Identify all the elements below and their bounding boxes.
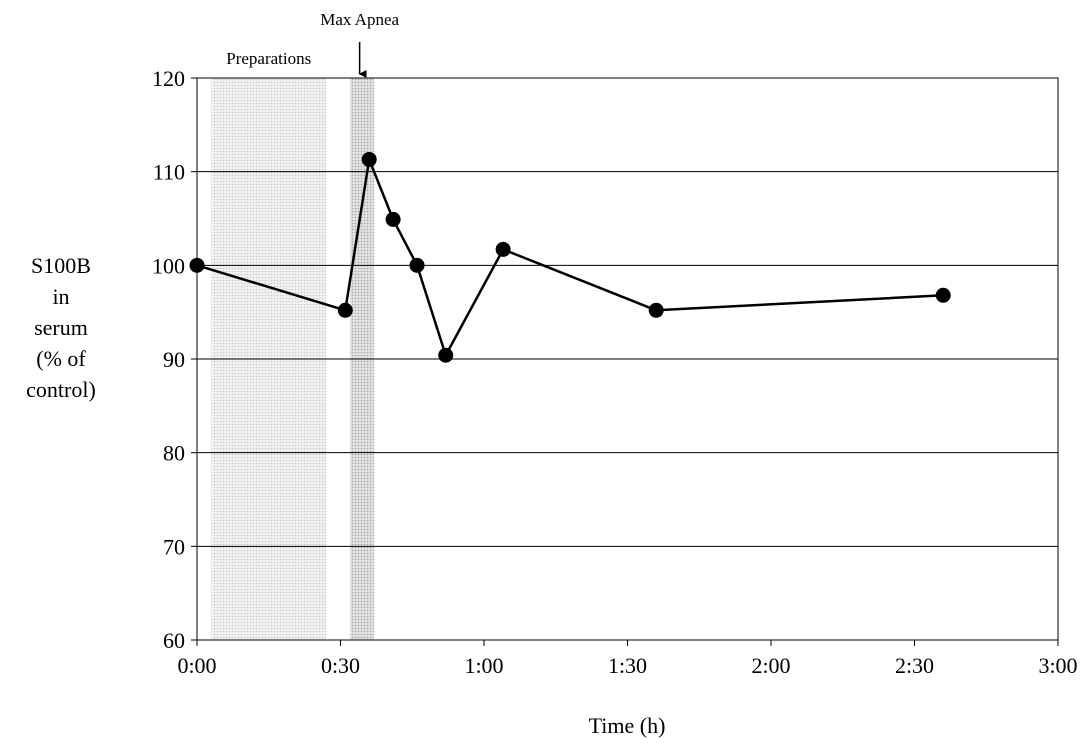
y-axis-ticks: 60 70 80 90 100 110 120 (152, 66, 197, 653)
x-tick-label: 0:00 (177, 653, 216, 678)
max-apnea-label: Max Apnea (320, 10, 399, 29)
data-point (648, 302, 664, 318)
x-axis-title: Time (h) (589, 713, 666, 738)
x-tick-label: 2:30 (895, 653, 934, 678)
y-tick-label: 120 (152, 66, 185, 91)
y-axis-title: S100B in serum (% of control) (26, 253, 96, 402)
data-point (361, 151, 377, 167)
y-tick-label: 80 (163, 441, 185, 466)
data-point (935, 287, 951, 303)
y-tick-label: 90 (163, 347, 185, 372)
data-series (189, 151, 951, 363)
data-point (189, 257, 205, 273)
x-axis-ticks: 0:00 0:30 1:00 1:30 2:00 2:30 3:00 (177, 640, 1078, 678)
x-tick-label: 3:00 (1038, 653, 1077, 678)
data-point (409, 257, 425, 273)
data-point (495, 241, 511, 257)
y-axis-title-line: serum (34, 315, 88, 340)
x-tick-label: 1:30 (608, 653, 647, 678)
y-axis-title-line: (% of (36, 346, 86, 371)
y-tick-label: 100 (152, 253, 185, 278)
annotations: Preparations Max Apnea (226, 10, 400, 78)
gridlines (197, 171, 1058, 547)
y-axis-title-line: control) (26, 377, 96, 402)
y-tick-label: 70 (163, 534, 185, 559)
preparations-label: Preparations (226, 49, 311, 68)
x-tick-label: 0:30 (321, 653, 360, 678)
y-tick-label: 110 (153, 160, 185, 185)
data-point (337, 302, 353, 318)
y-tick-label: 60 (163, 628, 185, 653)
y-axis-title-line: S100B (31, 253, 91, 278)
y-axis-title-line: in (52, 284, 69, 309)
x-tick-label: 2:00 (751, 653, 790, 678)
data-point (385, 211, 401, 227)
data-point (438, 347, 454, 363)
x-tick-label: 1:00 (464, 653, 503, 678)
